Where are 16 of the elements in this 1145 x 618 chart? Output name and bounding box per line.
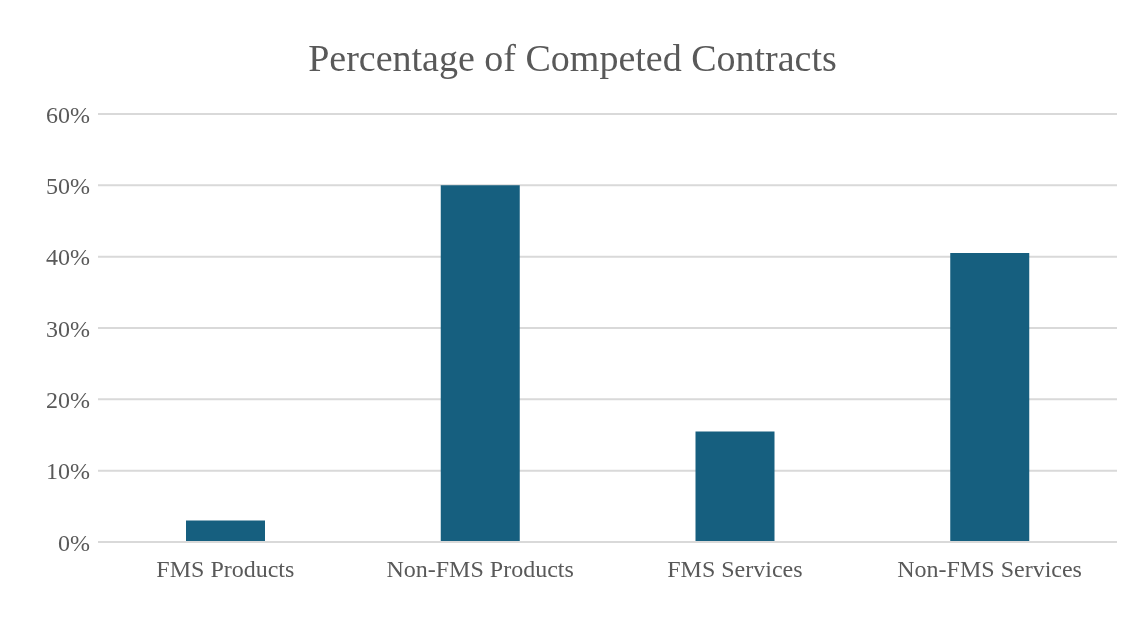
y-tick-label: 50%: [46, 172, 90, 199]
y-tick-label: 20%: [46, 386, 90, 413]
bar: [186, 520, 265, 542]
y-tick-label: 60%: [46, 101, 90, 128]
y-tick-label: 30%: [46, 315, 90, 342]
bar: [440, 185, 520, 542]
bar: [950, 253, 1030, 542]
x-tick-label: Non-FMS Products: [386, 556, 574, 583]
x-tick-label: FMS Products: [156, 556, 295, 583]
y-tick-label: 40%: [46, 244, 90, 271]
bar: [695, 431, 775, 542]
x-tick-label: Non-FMS Services: [897, 556, 1082, 583]
x-tick-label: FMS Services: [667, 556, 803, 583]
y-tick-label: 0%: [58, 529, 90, 556]
chart-title: Percentage of Competed Contracts: [307, 36, 838, 81]
y-tick-label: 10%: [46, 458, 90, 485]
